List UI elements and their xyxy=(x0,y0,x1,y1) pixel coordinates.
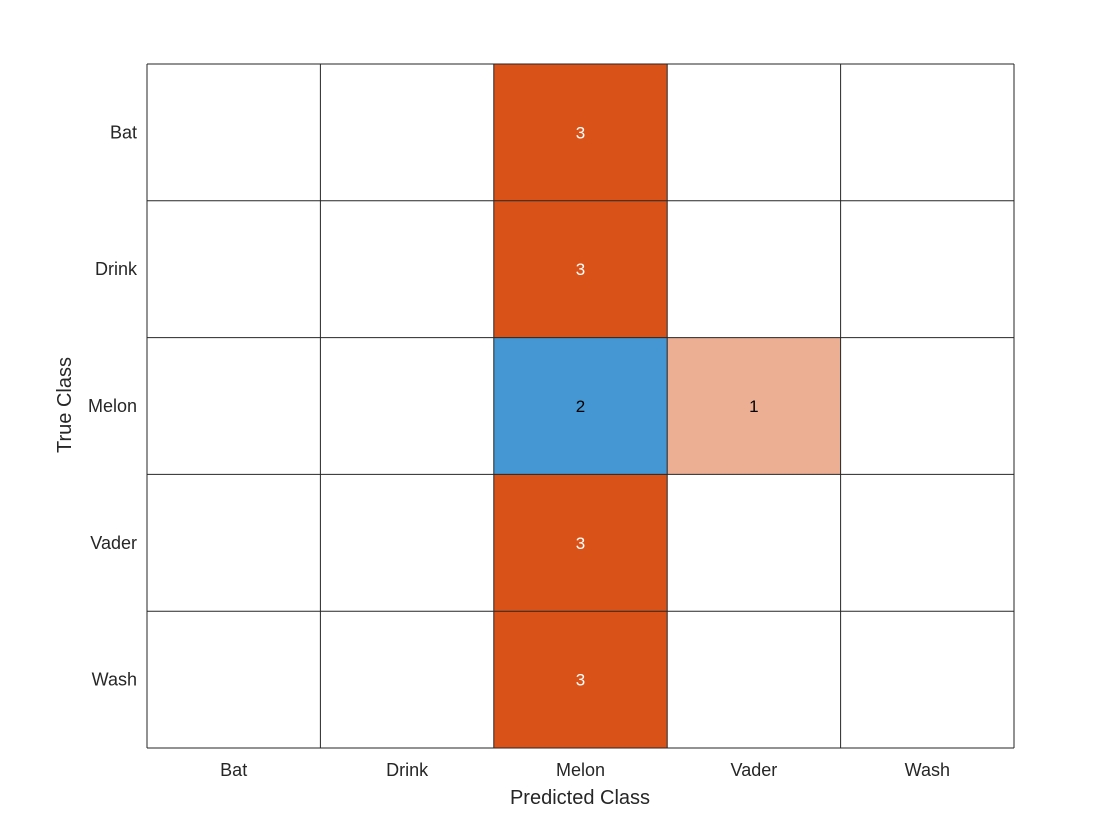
x-tick-labels: Bat Drink Melon Vader Wash xyxy=(220,760,950,780)
value-labels-layer: 3 3 2 1 3 3 xyxy=(576,123,759,689)
matrix-cell-wash-vader xyxy=(667,611,841,748)
matrix-cell-vader-vader xyxy=(667,474,841,612)
cell-value-label: 1 xyxy=(749,397,758,416)
matrix-cell-wash-bat xyxy=(147,611,321,748)
x-tick-label: Wash xyxy=(905,760,950,780)
matrix-cell-melon-vader xyxy=(667,337,841,475)
matrix-cell-wash-drink xyxy=(320,611,494,748)
y-tick-label: Wash xyxy=(92,670,137,690)
matrix-cell-vader-drink xyxy=(320,474,494,612)
y-axis-label: True Class xyxy=(54,357,76,453)
cell-value-label: 3 xyxy=(576,260,585,279)
matrix-cell-vader-melon xyxy=(493,474,668,612)
grid-layer xyxy=(146,63,1015,749)
x-axis-label: Predicted Class xyxy=(510,787,650,809)
y-tick-labels: Bat Drink Melon Vader Wash xyxy=(88,122,138,689)
y-tick-label: Vader xyxy=(90,533,137,553)
x-tick-label: Bat xyxy=(220,760,247,780)
matrix-cell-bat-vader xyxy=(667,64,841,201)
matrix-cell-melon-bat xyxy=(147,337,321,475)
matrix-cell-bat-melon xyxy=(493,64,668,201)
matrix-cell-drink-drink xyxy=(320,200,494,338)
cell-value-label: 3 xyxy=(576,534,585,553)
y-tick-label: Melon xyxy=(88,396,137,416)
cell-value-label: 3 xyxy=(576,671,585,690)
matrix-cell-wash-wash xyxy=(840,611,1014,748)
x-tick-label: Drink xyxy=(386,760,429,780)
matrix-cell-bat-drink xyxy=(320,64,494,201)
matrix-cell-melon-wash xyxy=(840,337,1014,475)
matrix-cell-drink-vader xyxy=(667,200,841,338)
matrix-cell-bat-bat xyxy=(147,64,321,201)
cells-layer xyxy=(147,64,1014,748)
matrix-cell-vader-wash xyxy=(840,474,1014,612)
matrix-cell-drink-melon xyxy=(493,200,668,338)
y-tick-label: Drink xyxy=(95,259,138,279)
matrix-cell-bat-wash xyxy=(840,64,1014,201)
cell-value-label: 2 xyxy=(576,397,585,416)
matrix-cell-vader-bat xyxy=(147,474,321,612)
y-tick-label: Bat xyxy=(110,122,137,142)
x-tick-label: Vader xyxy=(731,760,778,780)
x-tick-label: Melon xyxy=(556,760,605,780)
cell-value-label: 3 xyxy=(576,123,585,142)
matrix-cell-drink-wash xyxy=(840,200,1014,338)
matrix-cell-melon-melon xyxy=(493,337,668,475)
matrix-cell-drink-bat xyxy=(147,200,321,338)
matrix-cell-wash-melon xyxy=(493,611,668,748)
matrix-cell-melon-drink xyxy=(320,337,494,475)
